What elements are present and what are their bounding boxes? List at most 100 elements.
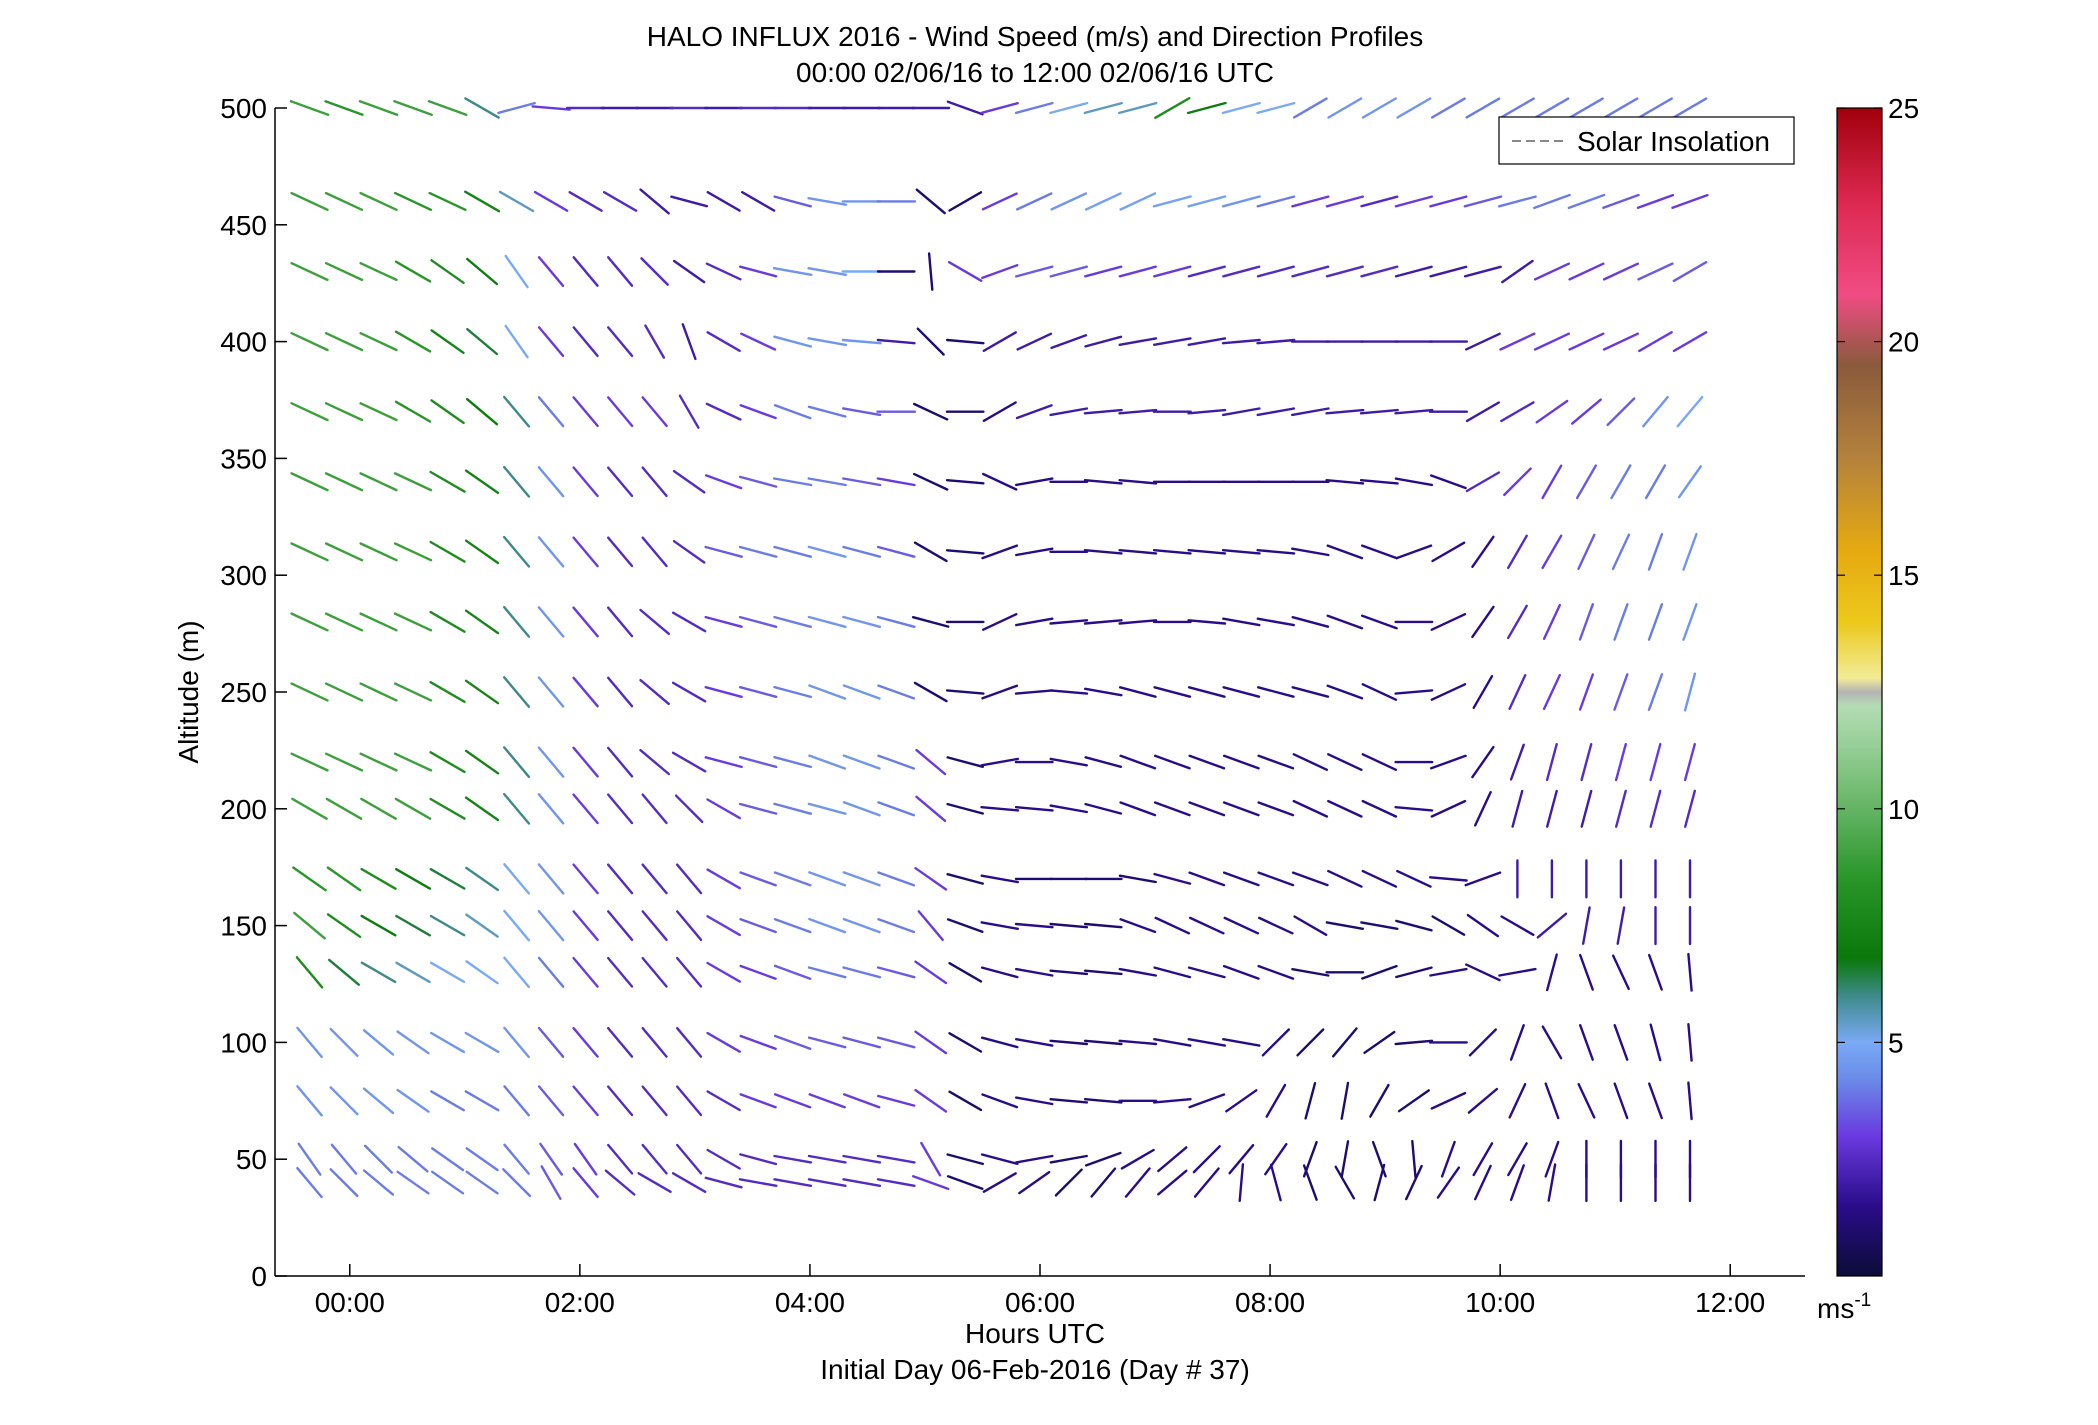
wind-vector [503,395,531,428]
wind-vector [1119,192,1157,211]
wind-vector [1436,1166,1461,1199]
wind-vector [927,252,934,291]
wind-vector [1360,544,1398,560]
wind-vector [503,1143,530,1175]
y-tick-label: 250 [220,677,267,708]
wind-vector [1396,869,1432,888]
wind-vector [1508,1082,1527,1119]
wind-vector [1394,806,1434,812]
wind-vector [572,326,599,357]
wind-vector [430,259,465,284]
wind-vector [706,798,741,820]
wind-vector [359,682,398,702]
wind-vector [537,326,565,357]
wind-vector [1636,193,1675,210]
wind-vector [843,1093,881,1109]
wind-vector [877,918,916,934]
wind-vector [773,335,813,348]
wind-vector [915,748,947,776]
wind-vector [1118,549,1158,555]
wind-vector [1083,969,1123,976]
wind-vector [1222,964,1260,980]
wind-vector [504,254,529,289]
wind-vector [1269,1163,1282,1202]
wind-vector [641,466,668,498]
wind-vector [739,1093,777,1109]
wind-vector [773,802,812,815]
wind-vector [1119,918,1157,934]
wind-vector [773,1034,812,1051]
x-tick-labels: 00:00 02:00 04:00 06:00 08:00 10:00 12:00 [315,1287,1766,1318]
wind-vector [1430,97,1466,119]
wind-vector [324,332,364,352]
wind-vector [1394,265,1433,278]
wind-vector [1225,1089,1258,1113]
wind-vector [537,536,565,568]
wind-vector [706,331,741,352]
wind-vector [946,873,984,885]
wind-vector [1467,1087,1499,1114]
wind-vector [1578,1023,1594,1061]
wind-vector [1430,683,1467,701]
wind-vector [1257,801,1295,817]
wind-vector [537,396,565,428]
wind-vector [1157,1169,1188,1196]
wind-vector [429,868,466,890]
wind-vector [704,545,743,558]
wind-vector [1672,331,1708,353]
wind-vector [1602,332,1640,351]
wind-vector [807,267,847,276]
wind-vector [1359,408,1399,415]
wind-vector [672,259,706,284]
wind-vector [807,615,847,628]
wind-vector [1429,754,1467,770]
wind-vector [982,613,1018,631]
wind-vector [945,338,985,345]
wind-vector [607,326,634,357]
wind-vector [1465,401,1501,423]
wind-vector [607,793,634,825]
wind-vector [1429,967,1468,977]
wind-vector [980,874,1019,884]
wind-vector [641,1143,668,1175]
wind-vector [1256,549,1296,555]
wind-vector [1465,471,1501,493]
wind-vector [876,615,916,628]
wind-vector [325,797,363,820]
wind-vector [739,265,778,278]
wind-vector [1118,686,1157,698]
wind-vector [1363,1030,1396,1055]
wind-vector [877,871,916,887]
wind-vector [1326,684,1364,700]
wind-vector [1264,1142,1288,1176]
wind-vector [1049,804,1089,814]
wind-vector [465,913,499,938]
wind-vector [572,956,599,988]
wind-vector [773,918,812,934]
wind-vector [290,332,329,352]
wind-vector [1613,603,1629,641]
wind-vector [739,964,777,980]
wind-vector [572,863,599,895]
wind-vector [1049,922,1089,929]
wind-vector [1118,967,1158,977]
wind-vector [324,100,364,116]
wind-vector [393,99,433,117]
colorbar-tick-label: 25 [1888,93,1919,124]
wind-vector [1509,743,1525,781]
wind-vector [1360,614,1398,630]
wind-vector [1084,192,1122,211]
y-tick-label: 350 [220,443,267,474]
wind-vector [1083,408,1123,415]
wind-vector [738,615,778,628]
wind-vector [1411,1139,1417,1179]
wind-vector [948,1090,983,1112]
wind-vector [430,329,465,354]
wind-vector [1014,922,1054,929]
wind-vector [1464,871,1502,887]
wind-vector [1223,916,1260,935]
wind-vector [1613,673,1629,711]
wind-vector [498,190,535,213]
wind-vector [607,1026,634,1058]
